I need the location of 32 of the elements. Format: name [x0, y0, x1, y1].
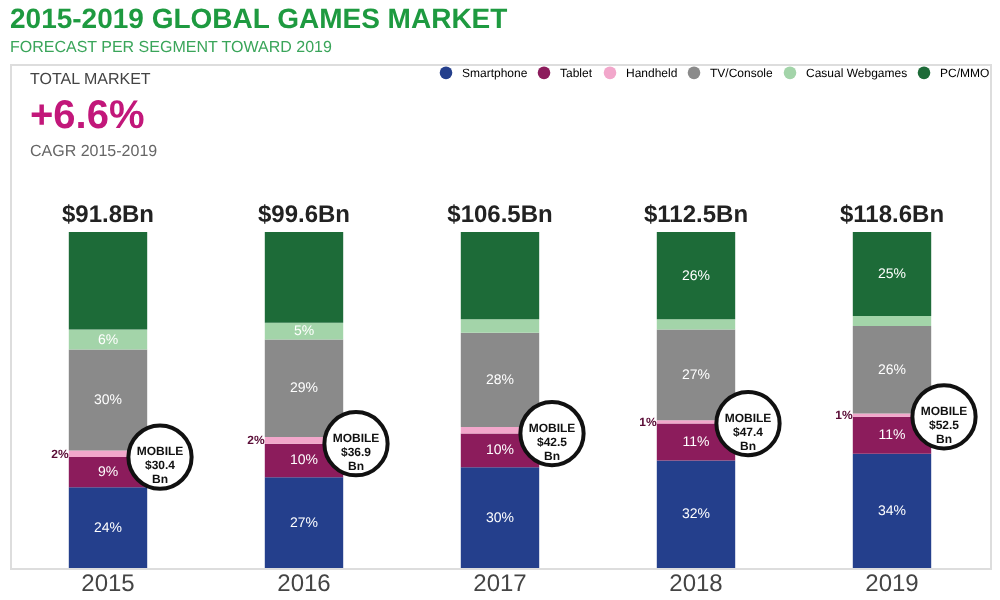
bar [852, 232, 932, 316]
x-tick-label: 2019 [865, 569, 920, 597]
bar [264, 322, 344, 340]
bar [264, 477, 344, 568]
bar [656, 319, 736, 330]
bar [264, 232, 344, 323]
bar [264, 339, 344, 437]
x-tick-label: 2016 [277, 569, 332, 597]
bar [460, 467, 540, 568]
annotation: $99.6Bn [257, 200, 351, 228]
bar [852, 316, 932, 327]
bar [68, 329, 148, 350]
x-tick-label: 2018 [669, 569, 724, 597]
bar [656, 232, 736, 320]
bar [656, 460, 736, 568]
bar [460, 319, 540, 333]
annotation: $106.5Bn [447, 200, 553, 228]
bar [460, 232, 540, 320]
text: +6.6% [30, 94, 145, 138]
x-tick-label: 2015 [81, 569, 136, 597]
bar [68, 232, 148, 330]
chart-subtitle: FORECAST PER SEGMENT TOWARD 2019 [10, 38, 333, 56]
chart-title: 2015-2019 GLOBAL GAMES MARKET [10, 2, 509, 34]
bar [852, 453, 932, 568]
text: CAGR 2015-2019 [30, 142, 159, 160]
annotation: $112.5Bn [643, 200, 749, 228]
x-tick-label: 2017 [473, 569, 528, 597]
bar [68, 487, 148, 568]
bar [460, 332, 540, 427]
text: TOTAL MARKET [30, 70, 151, 88]
annotation: $91.8Bn [61, 200, 155, 228]
annotation: $118.6Bn [839, 200, 945, 228]
